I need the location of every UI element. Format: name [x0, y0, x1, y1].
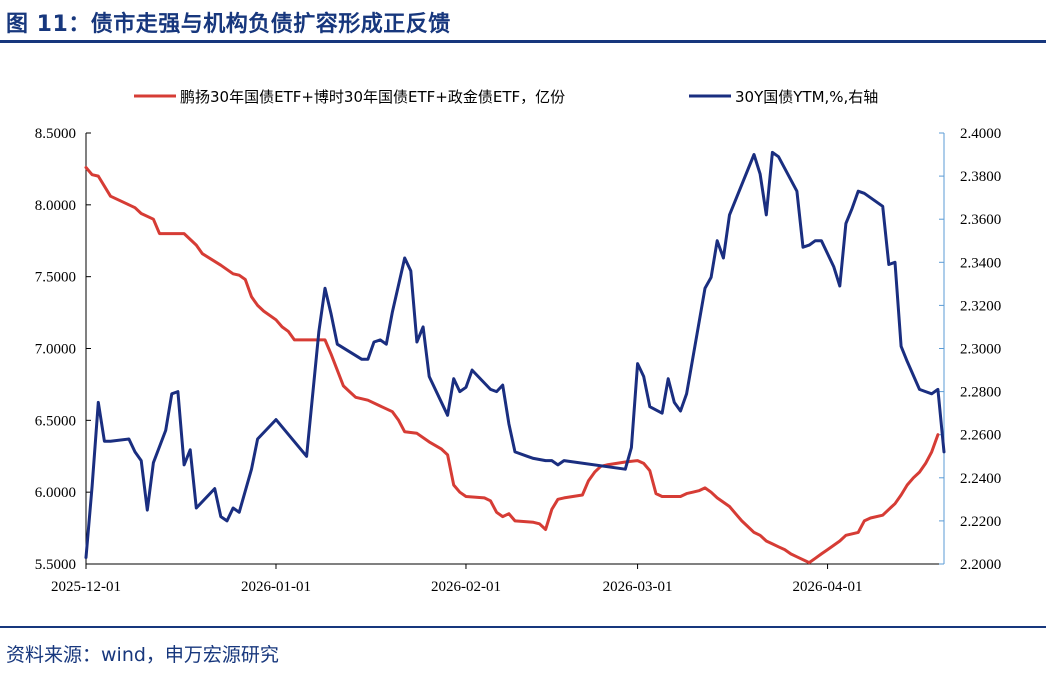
x-tick-label: 2025-12-01 [51, 579, 121, 595]
y-left-tick-label: 6.5000 [35, 413, 76, 429]
y-right-tick-label: 2.2000 [960, 557, 1001, 573]
y-right-tick-label: 2.3000 [960, 342, 1001, 358]
x-tick-label: 2026-04-01 [793, 579, 863, 595]
y-left-tick-label: 8.0000 [35, 198, 76, 214]
etf-shares-line [84, 166, 940, 565]
y-right-tick-label: 2.2400 [960, 471, 1001, 487]
x-tick-label: 2026-03-01 [603, 579, 673, 595]
y-right-tick-label: 2.2600 [960, 428, 1001, 444]
y-right-tick-label: 2.3400 [960, 255, 1001, 271]
source-note: 资料来源：wind，申万宏源研究 [6, 644, 279, 666]
y-left-tick-label: 6.0000 [35, 485, 76, 501]
y-left-tick-label: 5.5000 [35, 557, 76, 573]
y-right-tick-label: 2.2800 [960, 385, 1001, 401]
yield-30y-line [84, 150, 946, 559]
x-tick-label: 2026-02-01 [431, 579, 501, 595]
axes: 8.5000 8.0000 7.5000 7.0000 6.5000 6.0000 5.50… [35, 126, 1002, 595]
series-layer [84, 150, 946, 565]
y-right-tick-label: 2.2200 [960, 514, 1001, 530]
chart: 鹏扬30年国债ETF+博时30年国债ETF+政金债ETF，亿份 30Y国债YTM,… [35, 88, 1002, 595]
y-left-tick-label: 7.5000 [35, 270, 76, 286]
y-left-tick-label: 7.0000 [35, 342, 76, 358]
y-left-tick-label: 8.5000 [35, 126, 76, 142]
legend: 鹏扬30年国债ETF+博时30年国债ETF+政金债ETF，亿份 30Y国债YTM,… [134, 88, 878, 106]
y-right-tick-label: 2.3200 [960, 298, 1001, 314]
legend-label-yield: 30Y国债YTM,%,右轴 [735, 88, 878, 106]
y-right-tick-label: 2.3800 [960, 169, 1001, 185]
x-tick-label: 2026-01-01 [241, 579, 311, 595]
y-right-tick-label: 2.3600 [960, 212, 1001, 228]
y-right-tick-label: 2.4000 [960, 126, 1001, 142]
figure-title: 图 11：债市走强与机构负债扩容形成正反馈 [6, 12, 451, 37]
title-divider [0, 40, 1046, 43]
legend-label-etf: 鹏扬30年国债ETF+博时30年国债ETF+政金债ETF，亿份 [180, 88, 565, 106]
footer-divider [0, 626, 1046, 628]
